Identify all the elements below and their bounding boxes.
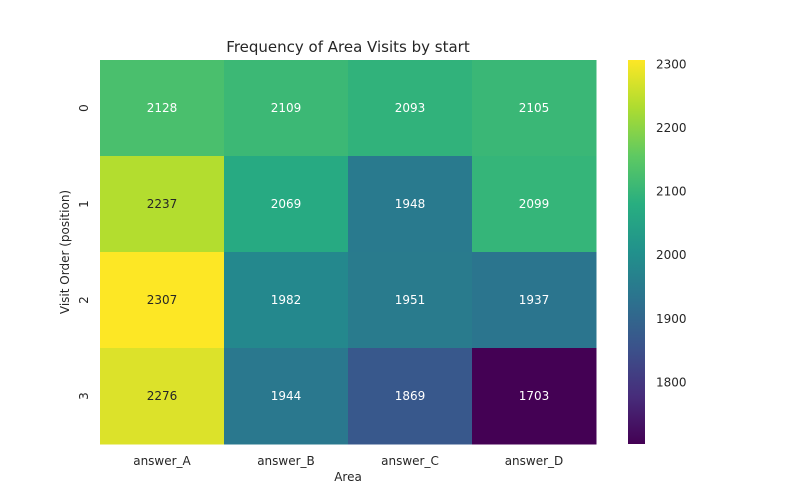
y-axis-label: Visit Order (position) xyxy=(58,190,72,314)
colorbar-tick-label: 1800 xyxy=(656,375,687,389)
x-tick-label: answer_C xyxy=(381,454,439,468)
cell-value-label: 1951 xyxy=(395,293,426,307)
cell-value-label: 2237 xyxy=(147,197,178,211)
cell-value-label: 1944 xyxy=(271,389,302,403)
colorbar-tick-label: 2200 xyxy=(656,121,687,135)
cell-value-label: 2128 xyxy=(147,101,178,115)
colorbar-tick-label: 1900 xyxy=(656,312,687,326)
heatmap-cells: 2128 2109 2093 2105 2237 2069 1948 2099 2307 1982… xyxy=(100,60,597,445)
heatmap-cell xyxy=(100,348,225,445)
chart-title: Frequency of Area Visits by start xyxy=(226,38,470,56)
cell-value-label: 1948 xyxy=(395,197,426,211)
heatmap-cell xyxy=(348,252,473,349)
colorbar-tick-label: 2300 xyxy=(656,57,687,71)
heatmap-cell xyxy=(348,156,473,253)
y-tick-label: 2 xyxy=(77,296,91,304)
colorbar-tick-labels: 1800 1900 2000 2100 2200 2300 xyxy=(656,57,687,389)
colorbar-tick-label: 2000 xyxy=(656,248,687,262)
x-tick-label: answer_A xyxy=(133,454,191,468)
cell-value-label: 1703 xyxy=(519,389,550,403)
heatmap-cell xyxy=(100,60,225,157)
cell-value-label: 1982 xyxy=(271,293,302,307)
x-tick-label: answer_D xyxy=(505,454,564,468)
cell-value-label: 2093 xyxy=(395,101,426,115)
cell-value-label: 2109 xyxy=(271,101,302,115)
heatmap-cell xyxy=(472,348,597,445)
heatmap-cell xyxy=(224,156,349,253)
heatmap-cell xyxy=(224,252,349,349)
heatmap-cell xyxy=(472,60,597,157)
heatmap-cell xyxy=(472,252,597,349)
x-axis-label: Area xyxy=(334,470,362,484)
heatmap-cell xyxy=(100,156,225,253)
y-tick-label: 1 xyxy=(77,200,91,208)
colorbar-tick-label: 2100 xyxy=(656,185,687,199)
cell-value-label: 1937 xyxy=(519,293,550,307)
cell-value-label: 1869 xyxy=(395,389,426,403)
heatmap-cell xyxy=(472,156,597,253)
y-tick-label: 0 xyxy=(77,104,91,112)
heatmap-cell xyxy=(348,348,473,445)
heatmap-cell xyxy=(224,348,349,445)
y-tick-labels: 0 1 2 3 xyxy=(77,104,91,400)
x-tick-labels: answer_A answer_B answer_C answer_D xyxy=(133,454,563,468)
cell-value-label: 2307 xyxy=(147,293,178,307)
x-tick-label: answer_B xyxy=(257,454,315,468)
heatmap-cell xyxy=(100,252,225,349)
cell-value-label: 2276 xyxy=(147,389,178,403)
heatmap-cell xyxy=(224,60,349,157)
colorbar xyxy=(628,60,645,444)
heatmap-cell xyxy=(348,60,473,157)
y-tick-label: 3 xyxy=(77,392,91,400)
cell-value-label: 2105 xyxy=(519,101,550,115)
cell-value-label: 2069 xyxy=(271,197,302,211)
cell-value-label: 2099 xyxy=(519,197,550,211)
